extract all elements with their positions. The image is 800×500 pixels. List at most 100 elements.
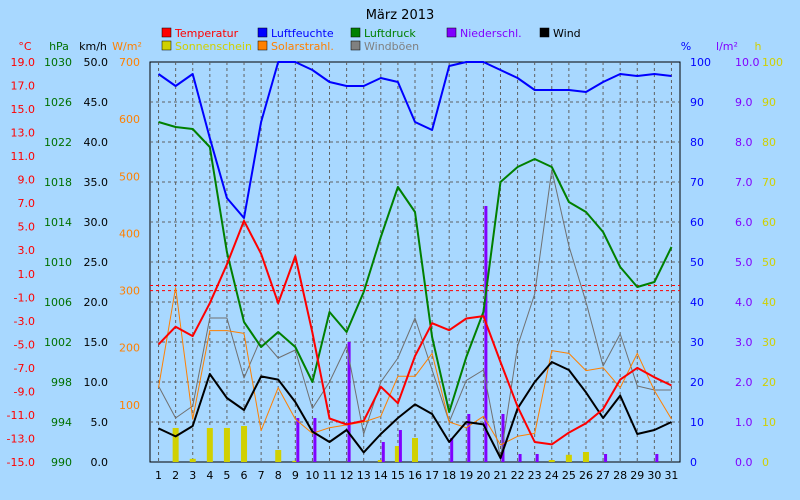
y-tick-label: -9.0 bbox=[14, 385, 35, 398]
legend-label: Niederschl. bbox=[460, 27, 522, 40]
y-tick-label: 600 bbox=[119, 113, 140, 126]
y-tick-label: 0.0 bbox=[91, 456, 109, 469]
x-tick-label: 22 bbox=[511, 469, 525, 482]
series-line bbox=[157, 219, 672, 446]
y-tick-label: 994 bbox=[51, 416, 72, 429]
y-tick-label: -3.0 bbox=[14, 315, 35, 328]
y-tick-label: 100 bbox=[690, 56, 711, 69]
y-tick-label: 19.0 bbox=[11, 56, 36, 69]
x-tick-label: 12 bbox=[340, 469, 354, 482]
series-line bbox=[158, 287, 672, 446]
x-tick-label: 4 bbox=[206, 469, 213, 482]
bar-sonnenschein bbox=[548, 460, 555, 462]
grid bbox=[150, 62, 680, 462]
legend-swatch bbox=[161, 27, 172, 38]
chart-title: März 2013 bbox=[366, 8, 435, 23]
y-tick-label: 1014 bbox=[44, 216, 72, 229]
y-tick-label: 40 bbox=[762, 296, 776, 309]
bar-niederschl bbox=[535, 454, 539, 462]
y-tick-label: 80 bbox=[690, 136, 704, 149]
y-tick-label: 3.0 bbox=[18, 244, 36, 257]
y-tick-label: 700 bbox=[119, 56, 140, 69]
bar-niederschl bbox=[655, 454, 659, 462]
y-tick-label: 60 bbox=[690, 216, 704, 229]
bar-sonnenschein bbox=[377, 460, 384, 462]
y-tick-label: 9.0 bbox=[735, 96, 753, 109]
y-tick-label: 1018 bbox=[44, 176, 72, 189]
y-tick-label: 1022 bbox=[44, 136, 72, 149]
x-tick-label: 24 bbox=[545, 469, 559, 482]
y-tick-label: 70 bbox=[762, 176, 776, 189]
bar-sonnenschein bbox=[565, 454, 572, 462]
legend-label: Windböen bbox=[364, 40, 419, 53]
x-tick-label: 30 bbox=[647, 469, 661, 482]
y-tick-label: 40 bbox=[690, 296, 704, 309]
bar-sonnenschein bbox=[189, 458, 196, 462]
bar-sonnenschein bbox=[241, 426, 248, 462]
y-tick-label: 100 bbox=[762, 56, 783, 69]
x-tick-label: 14 bbox=[374, 469, 388, 482]
y-tick-label: 20.0 bbox=[84, 296, 109, 309]
y-tick-label: 1002 bbox=[44, 336, 72, 349]
y-tick-label: 90 bbox=[762, 96, 776, 109]
y-tick-label: 70 bbox=[690, 176, 704, 189]
y-tick-label: 1010 bbox=[44, 256, 72, 269]
y-tick-label: 90 bbox=[690, 96, 704, 109]
y-tick-label: 0 bbox=[762, 456, 769, 469]
y-tick-label: -1.0 bbox=[14, 291, 35, 304]
y-tick-label: 15.0 bbox=[11, 103, 36, 116]
x-axis-ticks: 1 2 3 4 5 6 7 8 9 10 11 12 13 14 15 16 17 18 19 20 21 22 23 24 2… bbox=[155, 469, 678, 482]
axis-unit-labels: °C hPa km/h W/m²% l/m² h bbox=[18, 40, 761, 53]
y-tick-label: 25.0 bbox=[84, 256, 109, 269]
y-tick-label: 990 bbox=[51, 456, 72, 469]
y-tick-label: -13.0 bbox=[7, 432, 35, 445]
y-tick-label: 2.0 bbox=[735, 376, 753, 389]
y-tick-label: 1030 bbox=[44, 56, 72, 69]
bar-sonnenschein bbox=[394, 446, 401, 462]
y-tick-label: 5.0 bbox=[735, 256, 753, 269]
x-tick-label: 21 bbox=[493, 469, 507, 482]
x-tick-label: 6 bbox=[241, 469, 248, 482]
bar-niederschl bbox=[501, 414, 505, 462]
axis-unit-label: l/m² bbox=[716, 40, 738, 53]
x-tick-label: 25 bbox=[562, 469, 576, 482]
legend-swatch bbox=[257, 27, 268, 38]
legend-label: Temperatur bbox=[174, 27, 239, 40]
series-line bbox=[157, 61, 672, 219]
y-tick-label: 8.0 bbox=[735, 136, 753, 149]
legend-label: Wind bbox=[553, 27, 581, 40]
legend-swatch bbox=[350, 40, 361, 51]
y-tick-label: 20 bbox=[762, 376, 776, 389]
x-tick-label: 29 bbox=[630, 469, 644, 482]
bar-sonnenschein bbox=[292, 460, 299, 462]
legend-swatch bbox=[350, 27, 361, 38]
axis-unit-label: °C bbox=[18, 40, 32, 53]
series-line bbox=[158, 361, 672, 459]
y-tick-label: 11.0 bbox=[11, 150, 36, 163]
bar-niederschl bbox=[518, 454, 522, 462]
bar-niederschl bbox=[381, 442, 385, 462]
x-tick-label: 3 bbox=[189, 469, 196, 482]
legend-label: Sonnenschein bbox=[175, 40, 252, 53]
y-tick-label: -7.0 bbox=[14, 362, 35, 375]
axis-ticks: 19.0 17.0 15.0 13.0 11.0 9.0 7.0 5.0 3.0 1.0 -1.0 -… bbox=[7, 56, 783, 469]
legend-swatch bbox=[257, 40, 268, 51]
y-tick-label: 30.0 bbox=[84, 216, 109, 229]
x-tick-label: 23 bbox=[528, 469, 542, 482]
y-tick-label: 9.0 bbox=[18, 174, 36, 187]
bar-series bbox=[172, 206, 659, 462]
y-tick-label: 50 bbox=[762, 256, 776, 269]
bar-niederschl bbox=[296, 418, 300, 462]
bar-niederschl bbox=[604, 454, 608, 462]
y-tick-label: -11.0 bbox=[7, 409, 35, 422]
y-tick-label: -5.0 bbox=[14, 338, 35, 351]
y-tick-label: 20 bbox=[690, 376, 704, 389]
y-tick-label: 10.0 bbox=[735, 56, 760, 69]
x-tick-label: 1 bbox=[155, 469, 162, 482]
bar-niederschl bbox=[398, 430, 402, 462]
legend-label: Solarstrahl. bbox=[271, 40, 334, 53]
y-tick-label: 1.0 bbox=[18, 268, 36, 281]
bar-sonnenschein bbox=[172, 428, 179, 462]
x-tick-label: 13 bbox=[357, 469, 371, 482]
